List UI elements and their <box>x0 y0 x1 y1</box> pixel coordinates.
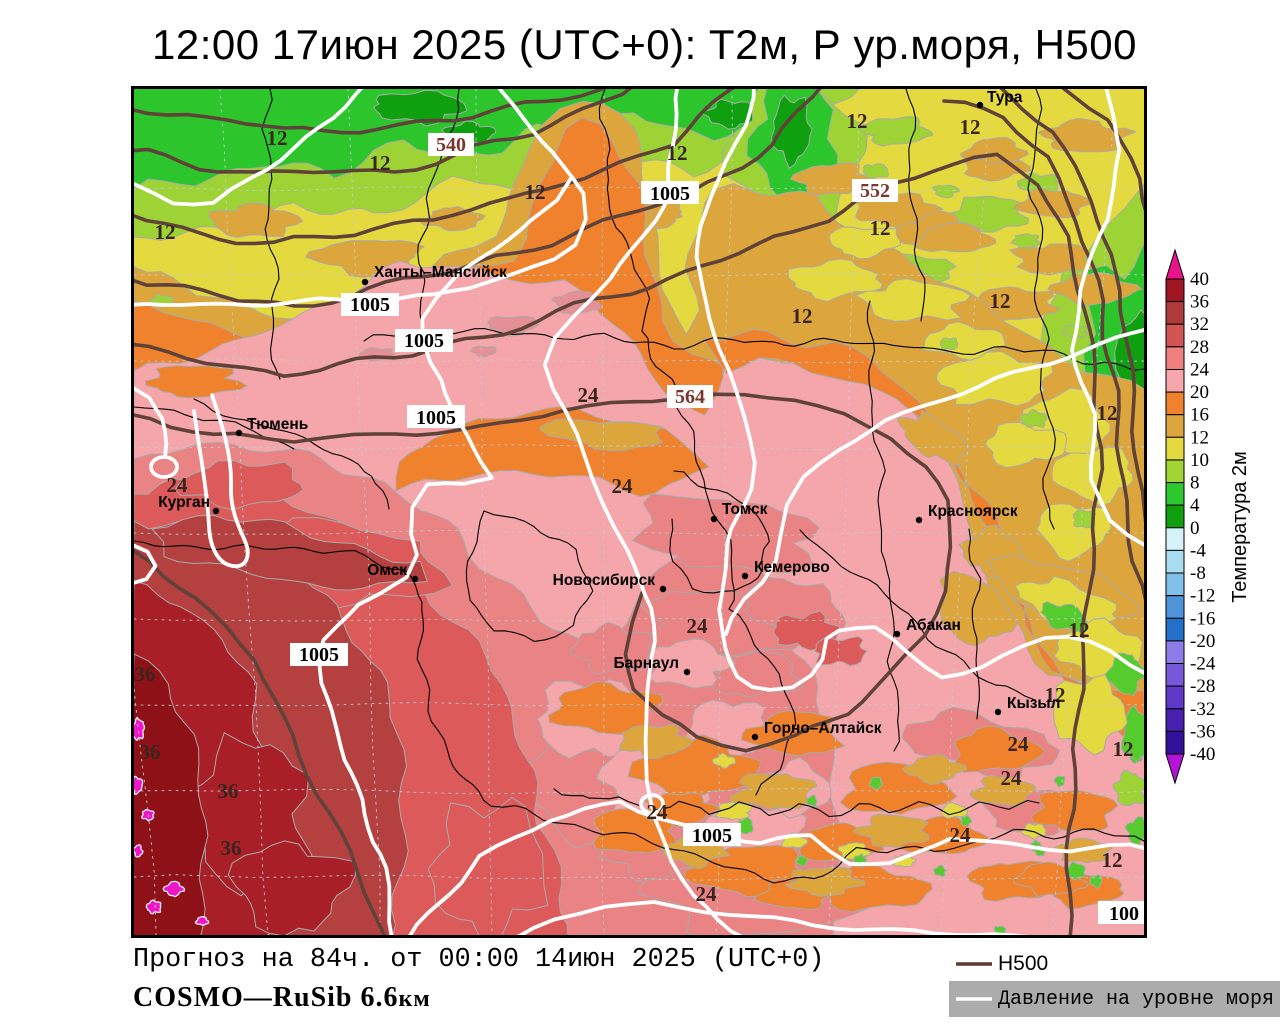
svg-text:Кызыл: Кызыл <box>1007 695 1061 712</box>
svg-text:4: 4 <box>1190 495 1200 516</box>
svg-text:100: 100 <box>1109 903 1139 925</box>
svg-text:12: 12 <box>370 151 391 175</box>
svg-text:Новосибирск: Новосибирск <box>553 572 656 589</box>
svg-text:32: 32 <box>1190 314 1209 335</box>
svg-text:12: 12 <box>667 141 688 165</box>
svg-text:Тура: Тура <box>987 89 1023 106</box>
svg-text:Омск: Омск <box>367 562 407 579</box>
svg-text:24: 24 <box>696 882 718 906</box>
svg-text:1005: 1005 <box>404 330 444 352</box>
svg-text:12: 12 <box>990 289 1011 313</box>
svg-text:12: 12 <box>267 126 288 150</box>
svg-text:36: 36 <box>1190 292 1209 313</box>
svg-text:12: 12 <box>1113 737 1134 761</box>
svg-text:-16: -16 <box>1190 608 1215 629</box>
svg-text:24: 24 <box>647 800 669 824</box>
svg-text:8: 8 <box>1190 473 1200 494</box>
svg-text:12: 12 <box>1069 618 1090 642</box>
svg-text:36: 36 <box>135 662 156 686</box>
svg-text:Красноярск: Красноярск <box>928 503 1018 520</box>
svg-text:12: 12 <box>847 109 868 133</box>
svg-text:-24: -24 <box>1190 654 1216 675</box>
svg-text:1005: 1005 <box>350 294 390 316</box>
svg-text:-12: -12 <box>1190 586 1215 607</box>
svg-text:-8: -8 <box>1190 563 1206 584</box>
svg-text:-32: -32 <box>1190 699 1215 720</box>
svg-text:Кемерово: Кемерово <box>754 559 830 576</box>
svg-text:24: 24 <box>687 614 709 638</box>
svg-text:12: 12 <box>1190 427 1209 448</box>
svg-text:12: 12 <box>870 216 891 240</box>
svg-text:Томск: Томск <box>722 501 768 518</box>
svg-text:1005: 1005 <box>416 407 456 429</box>
svg-text:24: 24 <box>167 473 189 497</box>
svg-text:36: 36 <box>221 836 242 860</box>
svg-text:Температура 2м: Температура 2м <box>1229 451 1251 603</box>
svg-text:24: 24 <box>1001 766 1023 790</box>
svg-text:564: 564 <box>675 386 705 408</box>
svg-text:Барнаул: Барнаул <box>614 655 679 672</box>
svg-text:24: 24 <box>612 474 634 498</box>
svg-text:540: 540 <box>436 134 466 156</box>
svg-text:24: 24 <box>1008 732 1030 756</box>
svg-text:36: 36 <box>218 779 239 803</box>
svg-text:-40: -40 <box>1190 744 1215 765</box>
svg-text:12: 12 <box>525 180 546 204</box>
svg-text:12: 12 <box>960 115 981 139</box>
svg-text:40: 40 <box>1190 269 1209 290</box>
svg-text:24: 24 <box>950 823 972 847</box>
svg-text:20: 20 <box>1190 382 1209 403</box>
svg-text:24: 24 <box>578 383 600 407</box>
svg-text:Горно–Алтайск: Горно–Алтайск <box>764 720 882 737</box>
svg-text:1005: 1005 <box>299 644 339 666</box>
svg-text:28: 28 <box>1190 337 1209 358</box>
svg-text:24: 24 <box>1190 360 1210 381</box>
svg-text:0: 0 <box>1190 518 1200 539</box>
svg-text:12: 12 <box>1102 848 1123 872</box>
svg-text:16: 16 <box>1190 405 1209 426</box>
svg-text:12: 12 <box>155 220 176 244</box>
svg-text:Ханты–Мансийск: Ханты–Мансийск <box>374 264 507 281</box>
svg-text:12: 12 <box>1045 683 1066 707</box>
svg-text:Тюмень: Тюмень <box>247 416 308 433</box>
svg-text:Курган: Курган <box>158 494 210 511</box>
svg-text:-36: -36 <box>1190 721 1215 742</box>
svg-text:1005: 1005 <box>692 825 732 847</box>
svg-text:552: 552 <box>860 180 890 202</box>
svg-text:12: 12 <box>792 304 813 328</box>
svg-text:-4: -4 <box>1190 540 1206 561</box>
svg-text:-28: -28 <box>1190 676 1215 697</box>
svg-text:36: 36 <box>140 740 161 764</box>
svg-text:12: 12 <box>1097 401 1118 425</box>
svg-text:10: 10 <box>1190 450 1209 471</box>
svg-text:1005: 1005 <box>650 183 690 205</box>
svg-text:-20: -20 <box>1190 631 1215 652</box>
svg-text:Абакан: Абакан <box>906 617 961 634</box>
